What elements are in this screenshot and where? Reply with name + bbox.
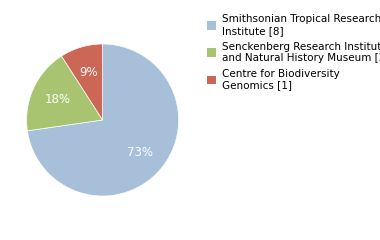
Text: 9%: 9%	[79, 66, 98, 79]
Text: 73%: 73%	[127, 146, 153, 159]
Wedge shape	[62, 44, 103, 120]
Wedge shape	[27, 44, 179, 196]
Wedge shape	[27, 56, 103, 131]
Text: 18%: 18%	[45, 93, 71, 106]
Legend: Smithsonian Tropical Research
Institute [8], Senckenberg Research Institute
and : Smithsonian Tropical Research Institute …	[203, 10, 380, 95]
